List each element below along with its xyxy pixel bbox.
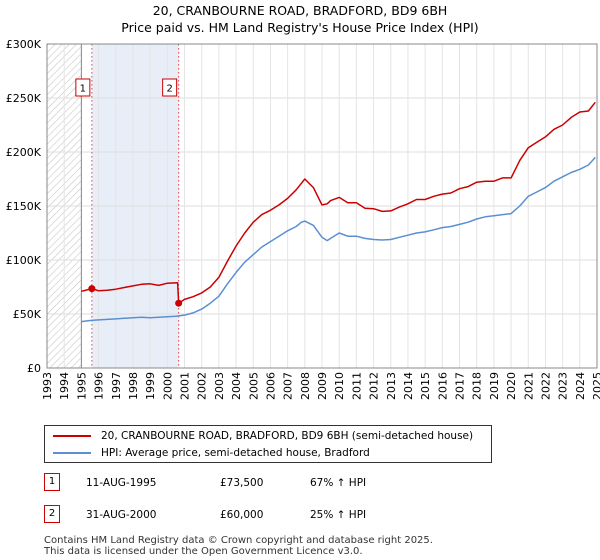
plot-frame	[46, 43, 598, 369]
x-tick-label: 2018	[471, 372, 484, 400]
x-tick-label: 2004	[230, 372, 243, 400]
y-tick-label: £150K	[6, 200, 42, 213]
footer-copyright: Contains HM Land Registry data © Crown c…	[44, 535, 433, 546]
x-tick-label: 2022	[539, 372, 552, 400]
transaction-date: 31-AUG-2000	[86, 509, 157, 521]
y-tick-label: £200K	[6, 146, 42, 159]
x-tick-label: 1998	[127, 372, 140, 400]
y-tick-label: £300K	[6, 38, 42, 51]
x-tick-label: 2003	[213, 372, 226, 400]
y-tick-label: £250K	[6, 92, 42, 105]
x-tick-label: 2006	[264, 372, 277, 400]
x-tick-label: 2011	[350, 372, 363, 400]
x-tick-label: 1995	[75, 372, 88, 400]
legend-item-property: 20, CRANBOURNE ROAD, BRADFORD, BD9 6BH (…	[53, 428, 473, 444]
x-tick-label: 2024	[574, 372, 587, 400]
x-tick-label: 1999	[144, 372, 157, 400]
x-tick-label: 2009	[316, 372, 329, 400]
x-tick-label: 2002	[196, 372, 209, 400]
x-tick-label: 2015	[419, 372, 432, 400]
legend-swatch-hpi	[53, 452, 91, 454]
x-tick-label: 2010	[333, 372, 346, 400]
transaction-date: 11-AUG-1995	[86, 477, 157, 489]
series-line	[81, 101, 596, 304]
transaction-hpi: 67% ↑ HPI	[310, 477, 367, 489]
x-tick-label: 1993	[41, 372, 54, 400]
price-chart: £0 £50K £100K £150K £200K £250K £300K 1993 1994 1…	[6, 38, 600, 400]
transaction-badge: 1	[44, 473, 60, 491]
y-tick-label: £50K	[13, 308, 42, 321]
transaction-point	[175, 299, 183, 307]
x-tick-label: 2014	[402, 372, 415, 400]
transaction-hpi: 25% ↑ HPI	[310, 509, 367, 521]
transaction-point	[88, 285, 96, 293]
x-tick-label: 2005	[247, 372, 260, 400]
x-tick-label: 2019	[488, 372, 501, 400]
legend: 20, CRANBOURNE ROAD, BRADFORD, BD9 6BH (…	[44, 425, 492, 463]
x-tick-label: 2025	[591, 372, 600, 400]
marker-box	[162, 78, 178, 97]
legend-label-hpi: HPI: Average price, semi-detached house,…	[101, 447, 370, 459]
x-tick-label: 2013	[385, 372, 398, 400]
transaction-price: £60,000	[220, 509, 264, 521]
marker-box	[75, 78, 91, 97]
x-tick-label: 2008	[299, 372, 312, 400]
x-tick-label: 2001	[179, 372, 192, 400]
legend-swatch-property	[53, 435, 91, 437]
x-tick-label: 1994	[58, 372, 71, 400]
x-tick-label: 2021	[522, 372, 535, 400]
x-tick-label: 2017	[454, 372, 467, 400]
chart-title: 20, CRANBOURNE ROAD, BRADFORD, BD9 6BH	[152, 3, 448, 18]
legend-label-property: 20, CRANBOURNE ROAD, BRADFORD, BD9 6BH (…	[101, 430, 474, 442]
legend-item-hpi: HPI: Average price, semi-detached house,…	[53, 445, 370, 461]
x-tick-label: 1996	[93, 372, 106, 400]
x-tick-label: 2012	[368, 372, 381, 400]
marker-label: 2	[166, 84, 172, 95]
chart-subtitle: Price paid vs. HM Land Registry's House …	[121, 20, 479, 35]
x-tick-label: 2016	[436, 372, 449, 400]
series-line	[81, 156, 596, 323]
y-tick-label: £0	[27, 362, 41, 375]
y-tick-label: £100K	[6, 254, 42, 267]
marker-label: 1	[80, 84, 86, 95]
footer-licence: This data is licensed under the Open Gov…	[44, 546, 363, 557]
transaction-price: £73,500	[220, 477, 264, 489]
transaction-badge: 2	[44, 505, 60, 523]
x-tick-label: 2007	[282, 372, 295, 400]
x-tick-label: 2023	[557, 372, 570, 400]
x-tick-label: 2020	[505, 372, 518, 400]
x-tick-label: 2000	[161, 372, 174, 400]
x-tick-label: 1997	[110, 372, 123, 400]
